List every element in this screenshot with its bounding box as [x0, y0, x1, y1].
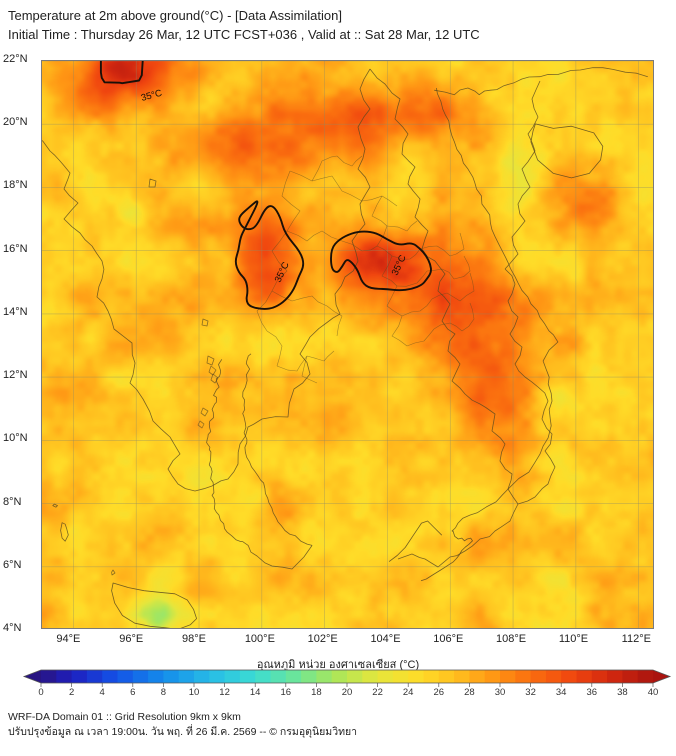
- svg-text:35°C: 35°C: [140, 88, 163, 104]
- svg-text:35°C: 35°C: [390, 253, 409, 277]
- svg-text:35°C: 35°C: [273, 260, 292, 284]
